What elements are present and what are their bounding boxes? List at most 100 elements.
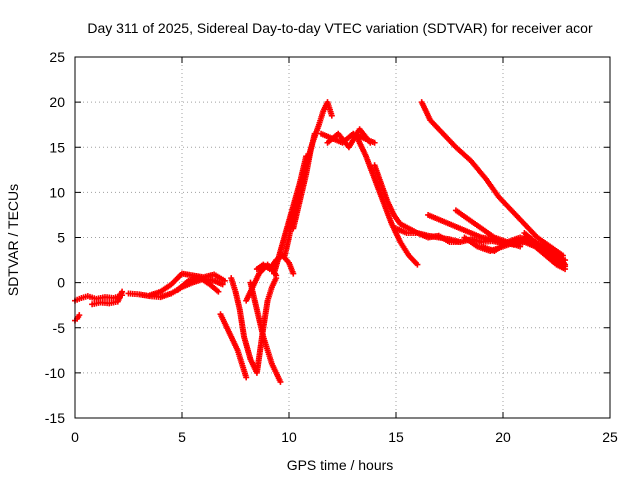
data-point [345, 144, 352, 151]
data-point [236, 306, 243, 313]
data-point [562, 263, 569, 270]
series-sat-m [271, 155, 309, 275]
data-point [532, 239, 539, 246]
y-axis-label: SDTVAR / TECUs [5, 184, 21, 296]
data-point [168, 290, 175, 297]
data-point [521, 229, 528, 236]
data-point [264, 297, 271, 304]
data-point [221, 320, 228, 327]
data-point [256, 270, 263, 277]
data-point [390, 211, 397, 218]
data-point [517, 234, 524, 241]
data-point [211, 277, 218, 284]
data-point [397, 220, 404, 227]
data-point [228, 333, 235, 340]
data-point [457, 239, 464, 246]
data-point [508, 207, 515, 214]
data-point [260, 333, 267, 340]
data-point [290, 270, 297, 277]
data-point [495, 193, 502, 200]
data-point [228, 275, 235, 282]
data-point [504, 239, 511, 246]
data-point [114, 298, 121, 305]
y-tick-label: 5 [57, 230, 65, 246]
data-point [277, 378, 284, 385]
data-point [461, 234, 468, 241]
data-point [356, 126, 363, 133]
y-tick-label: 15 [49, 139, 65, 155]
data-point [315, 121, 322, 128]
data-point [367, 139, 374, 146]
data-point [397, 239, 404, 246]
data-point [119, 288, 126, 295]
data-point [517, 243, 524, 250]
data-point [268, 360, 275, 367]
data-point [243, 297, 250, 304]
data-point [211, 271, 218, 278]
data-point [290, 202, 297, 209]
data-point [251, 297, 258, 304]
data-point [247, 279, 254, 286]
data-point [457, 225, 464, 232]
data-point [427, 117, 434, 124]
data-point [241, 333, 248, 340]
data-point [283, 225, 290, 232]
data-point [260, 261, 267, 268]
x-tick-label: 20 [495, 429, 511, 445]
data-point [363, 153, 370, 160]
data-point [478, 243, 485, 250]
data-point [264, 347, 271, 354]
data-point [136, 291, 143, 298]
data-point [478, 234, 485, 241]
data-point [97, 299, 104, 306]
data-point [157, 288, 164, 295]
data-point [185, 277, 192, 284]
data-point [234, 347, 241, 354]
data-point [101, 294, 108, 301]
y-tick-label: 25 [49, 49, 65, 65]
data-point [418, 99, 425, 106]
x-tick-label: 15 [388, 429, 404, 445]
chart-title: Day 311 of 2025, Sidereal Day-to-day VTE… [87, 20, 593, 36]
data-point [371, 175, 378, 182]
data-point [425, 234, 432, 241]
y-tick-label: -5 [53, 320, 66, 336]
data-point [84, 293, 91, 300]
data-point [290, 225, 297, 232]
data-point [273, 369, 280, 376]
data-point [467, 229, 474, 236]
data-point [271, 270, 278, 277]
data-point [324, 99, 331, 106]
data-point [286, 259, 292, 266]
data-point [196, 274, 203, 281]
data-point [446, 220, 453, 227]
data-point [174, 286, 181, 293]
data-point [307, 148, 314, 155]
data-point [440, 130, 447, 137]
data-point [414, 261, 421, 268]
data-point [157, 294, 164, 301]
data-point [534, 234, 541, 241]
y-tick-label: 20 [49, 94, 65, 110]
data-point [206, 281, 213, 288]
data-point [238, 360, 245, 367]
data-point [405, 252, 412, 259]
data-point [89, 301, 96, 308]
y-tick-label: -10 [45, 365, 65, 381]
data-point [425, 211, 432, 218]
x-tick-label: 25 [602, 429, 618, 445]
data-point [335, 130, 342, 137]
data-point [268, 284, 275, 291]
data-point [215, 288, 222, 295]
data-point [403, 229, 410, 236]
data-point [217, 311, 224, 318]
x-tick-label: 0 [71, 429, 79, 445]
series-sat-l [282, 100, 335, 257]
data-point [328, 112, 335, 119]
axis-ticks: 0 5 10 15 20 25 -15 -10 -5 0 5 10 15 20 25 [45, 49, 618, 445]
data-point [253, 369, 260, 376]
data-point [435, 232, 442, 239]
data-point [296, 198, 303, 205]
data-point [247, 356, 254, 363]
